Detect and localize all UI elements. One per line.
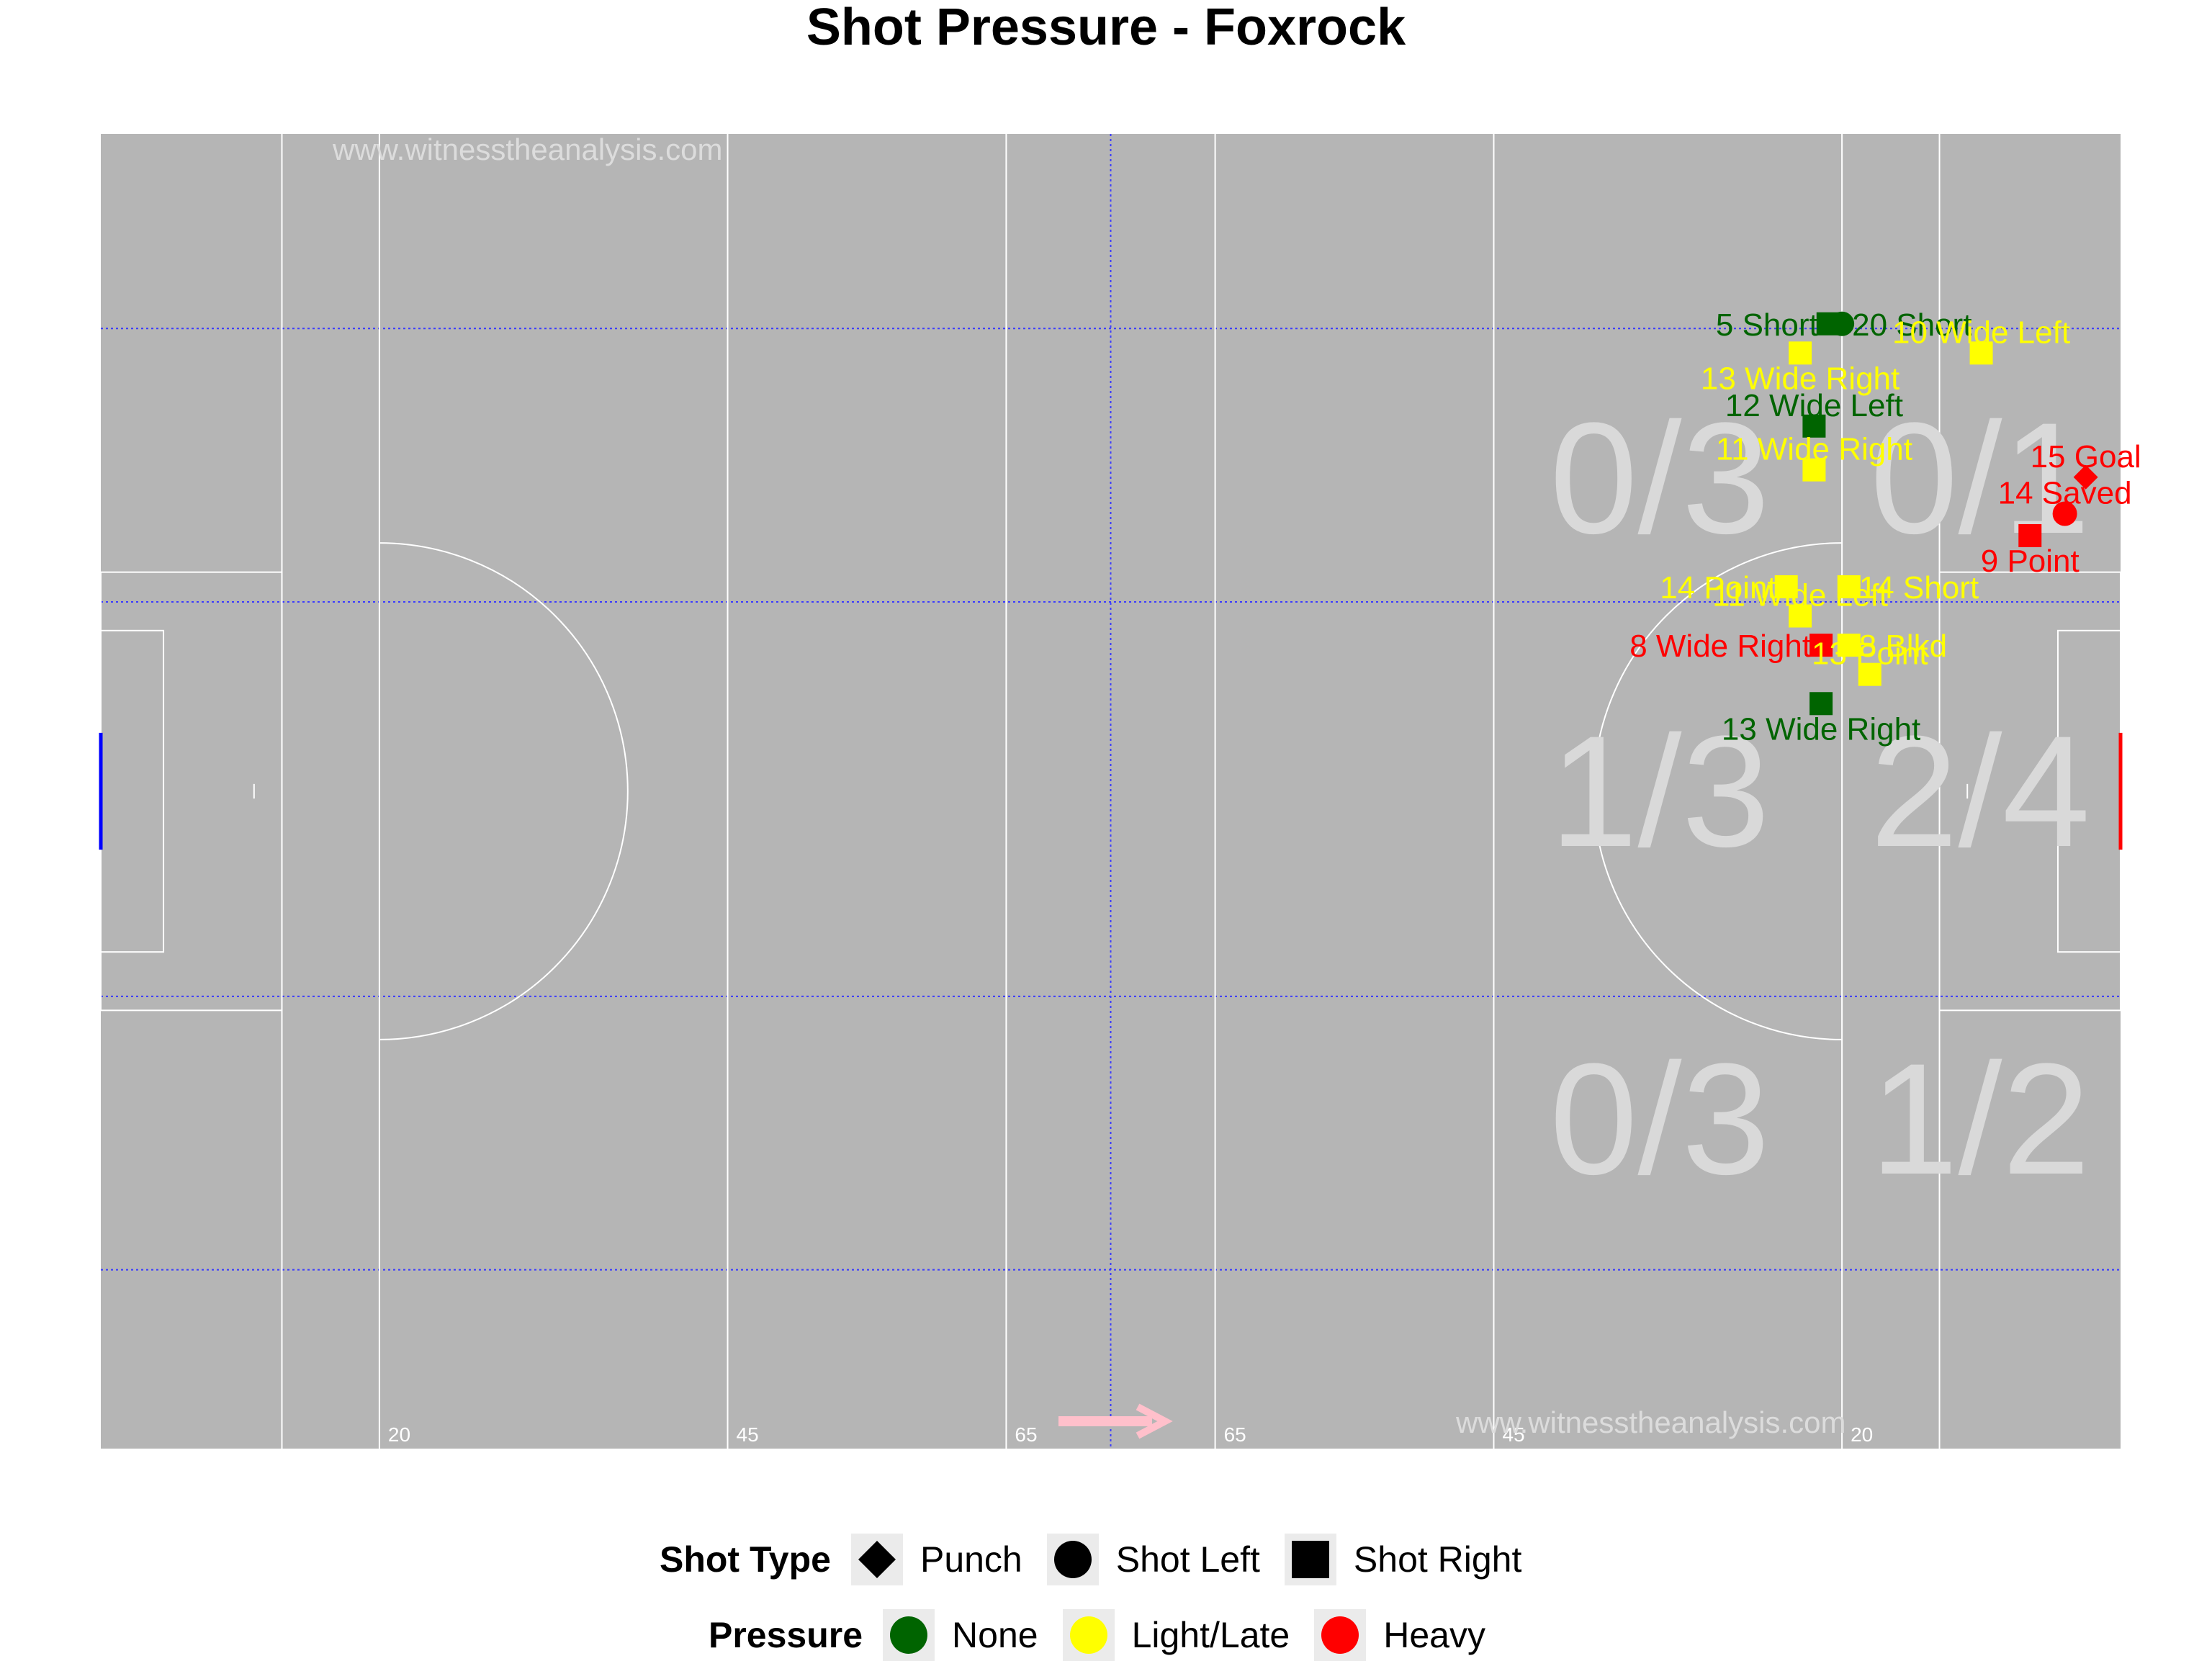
shot-marker-diamond <box>2073 464 2098 490</box>
shot-label: 12 Wide Left <box>1725 388 1903 423</box>
pressure-light-dot-icon <box>1062 1609 1115 1661</box>
shot-marker-square <box>1969 341 1993 365</box>
shot-right-square-icon <box>1284 1534 1336 1585</box>
zone-ratio-bottom-left: 0/3 <box>1550 1030 1770 1207</box>
legend-heavy-label: Heavy <box>1383 1615 1485 1655</box>
punch-diamond-icon <box>850 1534 903 1585</box>
shot-marker-square <box>1837 634 1861 657</box>
shot-label: 11 Wide Left <box>1712 578 1888 613</box>
legend-punch-label: Punch <box>920 1539 1022 1580</box>
zone-ratio-top-left: 0/3 <box>1550 390 1770 567</box>
shot-label: 13 Point <box>1812 636 1928 672</box>
zone-ratio-top-right: 0/1 <box>1870 390 2090 567</box>
shot-marker-square <box>1809 634 1833 657</box>
direction-arrow-head <box>1136 1403 1173 1439</box>
shot-marker-square <box>1789 341 1812 365</box>
zone-ratio-bottom-right: 1/2 <box>1870 1030 2090 1207</box>
distance-label-65: 65 <box>1224 1423 1246 1446</box>
shot-label: 20 Short <box>1852 307 1972 343</box>
legend-light-label: Light/Late <box>1131 1615 1290 1655</box>
distance-label-45: 45 <box>737 1423 759 1446</box>
shot-label: 14 Point <box>1660 570 1776 606</box>
shot-label: 8 Blkd <box>1859 629 1947 664</box>
shot-marker-square <box>1809 692 1833 716</box>
arc-left <box>379 542 629 1040</box>
pressure-none-dot-icon <box>883 1609 935 1661</box>
shot-labels: 5 Short 20 Short 13 Wide Right 10 Wide Left… <box>1629 307 2141 747</box>
shot-label: 15 Goal <box>2031 439 2141 474</box>
pressure-heavy-dot-icon <box>1314 1609 1367 1661</box>
shot-label: 13 Wide Right <box>1701 361 1899 396</box>
shot-marker-square <box>1802 458 1826 482</box>
watermark-top: www.witnesstheanalysis.com <box>332 132 723 166</box>
legend-shot-right-label: Shot Right <box>1353 1539 1522 1580</box>
legend-none-label: None <box>952 1615 1038 1655</box>
arc-right <box>1593 542 1843 1040</box>
shot-label: 11 Wide Right <box>1716 432 1912 467</box>
shot-marker-square <box>1802 414 1826 438</box>
zone-ratio-labels: 0/3 0/1 1/3 2/4 0/3 1/2 <box>1550 390 2090 1207</box>
zone-ratio-middle-left: 1/3 <box>1550 703 1770 880</box>
pitch-surface: 20 45 65 65 45 20www.witnesstheanalysis.comww… <box>99 132 2123 1449</box>
shot-marker-square <box>1774 575 1798 598</box>
shot-label: 10 Wide Left <box>1892 315 2070 350</box>
shot-label: 14 Saved <box>1998 476 2132 511</box>
watermark-bottom: www.witnesstheanalysis.com <box>1455 1405 1846 1439</box>
chart-title: Shot Pressure - Foxrock <box>806 0 1406 56</box>
zone-ratio-middle-right: 2/4 <box>1870 703 2090 880</box>
shot-label: 9 Point <box>1981 544 2080 579</box>
legend-shot-type-title: Shot Type <box>660 1539 831 1580</box>
legend-shot-type: Shot Type Punch Shot Left Shot Right <box>660 1534 1546 1585</box>
shot-marker-circle <box>2052 501 2077 526</box>
shot-marker-square <box>1789 604 1812 628</box>
shot-label: 13 Wide Right <box>1722 711 1920 747</box>
shot-marker-circle <box>1830 311 1855 336</box>
distance-label-20: 20 <box>1851 1423 1873 1446</box>
shot-label: 5 Short <box>1716 307 1818 343</box>
shot-label: 14 Short <box>1859 570 1979 606</box>
shot-label: 8 Wide Right <box>1629 629 1811 664</box>
legend-pressure-title: Pressure <box>709 1615 863 1655</box>
distance-label-45: 45 <box>1502 1423 1524 1446</box>
shot-marker-square <box>1837 575 1861 598</box>
legend-shot-left-label: Shot Left <box>1115 1539 1260 1580</box>
legend-pressure: Pressure None Light/Late Heavy <box>709 1609 1510 1661</box>
distance-label-20: 20 <box>388 1423 410 1446</box>
distance-label-65: 65 <box>1015 1423 1037 1446</box>
shot-marker-square <box>1858 662 1881 686</box>
shot-left-circle-icon <box>1046 1534 1099 1585</box>
shot-markers <box>1774 311 2098 716</box>
shot-marker-square <box>2018 523 2042 547</box>
